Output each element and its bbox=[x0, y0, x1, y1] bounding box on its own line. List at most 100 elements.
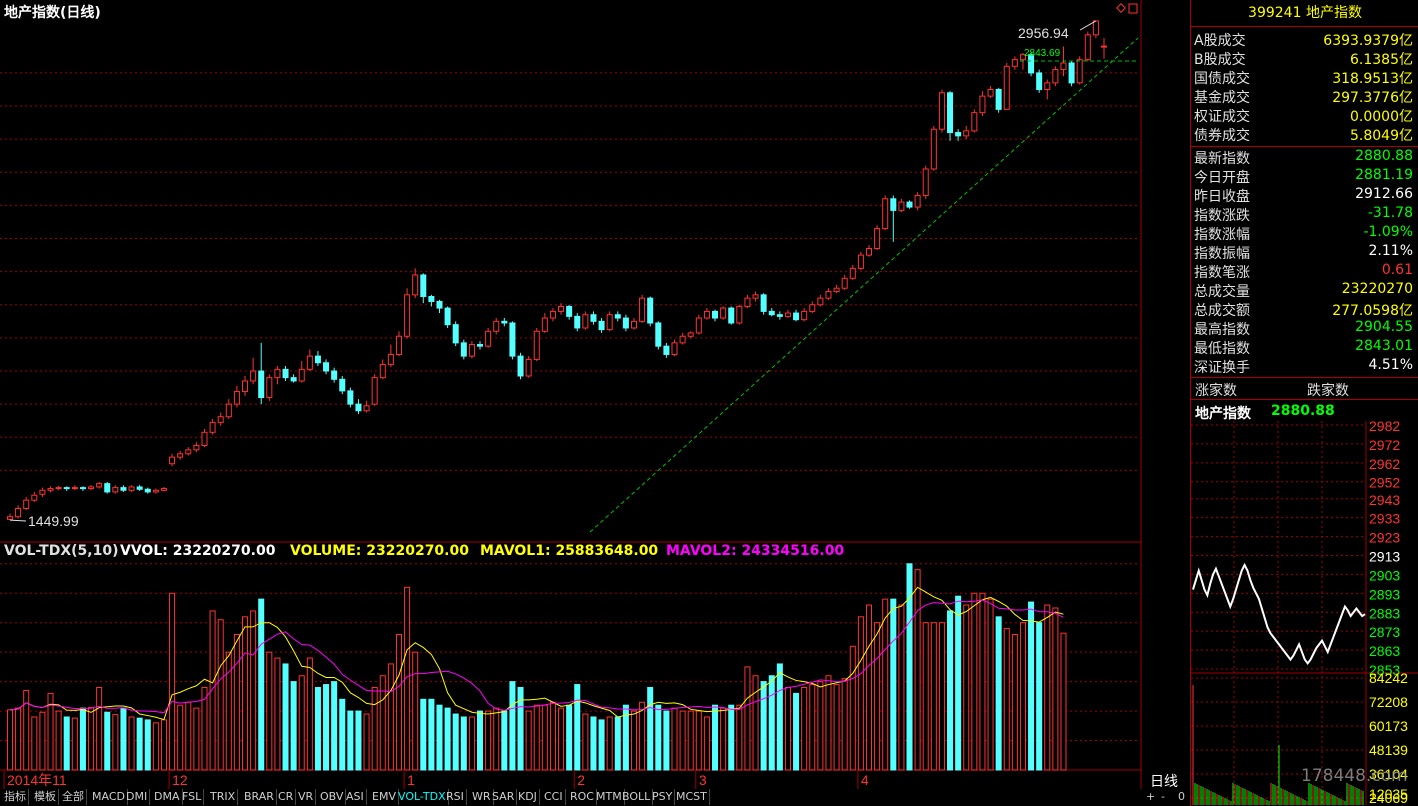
tab-cci[interactable]: CCI bbox=[542, 789, 566, 805]
candle-up bbox=[938, 92, 945, 130]
tab-dma[interactable]: DMA bbox=[152, 789, 183, 805]
volume-bar bbox=[793, 692, 800, 771]
candle-down bbox=[314, 355, 321, 364]
month-label: 4 bbox=[861, 772, 869, 788]
intraday-price-tick: 2952 bbox=[1369, 475, 1400, 491]
tab-vol-tdx[interactable]: VOL-TDX bbox=[396, 789, 449, 805]
candle-up bbox=[306, 355, 313, 370]
tab-obv[interactable]: OBV bbox=[318, 789, 347, 805]
candle-up bbox=[784, 312, 791, 317]
volume-bar bbox=[614, 716, 621, 771]
volume-bar bbox=[144, 719, 151, 771]
volume-bar bbox=[566, 704, 573, 771]
tab-asi[interactable]: ASI bbox=[344, 789, 367, 805]
stat-value: 2.11% bbox=[1368, 243, 1413, 259]
tab-fsl[interactable]: FSL bbox=[180, 789, 205, 805]
zoom-in-button[interactable]: + bbox=[1146, 790, 1156, 803]
candle-up bbox=[865, 247, 873, 256]
tab-trix[interactable]: TRIX bbox=[208, 789, 239, 805]
volume-bar bbox=[460, 716, 467, 771]
tab-mcst[interactable]: MCST bbox=[674, 789, 710, 805]
volume-bar bbox=[671, 707, 678, 771]
kline-chart[interactable]: 2800270026002500240023002200210020001900… bbox=[0, 0, 1142, 806]
candle-up bbox=[606, 314, 613, 331]
volume-bar bbox=[598, 719, 605, 771]
candle-down bbox=[1068, 62, 1075, 84]
stat-label: 指数振幅 bbox=[1194, 246, 1250, 262]
tab-mtm[interactable]: MTM bbox=[594, 789, 625, 805]
candle-up bbox=[687, 332, 694, 337]
volume-bar bbox=[233, 633, 240, 771]
candle-up bbox=[96, 483, 103, 488]
intraday-price-tick: 2873 bbox=[1369, 624, 1400, 640]
tab-dmi[interactable]: DMI bbox=[124, 789, 151, 805]
candle-up bbox=[412, 274, 419, 296]
zoom-reset-button[interactable]: 0 bbox=[1178, 790, 1185, 803]
candle-up bbox=[963, 130, 970, 137]
intraday-price-tick: 2933 bbox=[1369, 511, 1400, 527]
tab-wr[interactable]: WR bbox=[470, 789, 494, 805]
candle-up bbox=[217, 416, 224, 423]
volume-bar bbox=[784, 687, 791, 771]
turnover-value: 6.1385亿 bbox=[1350, 52, 1413, 68]
volume-bar bbox=[874, 622, 881, 771]
candle-up bbox=[720, 307, 727, 319]
trend-line bbox=[589, 37, 1139, 533]
candle-down bbox=[452, 324, 459, 344]
zoom-out-button[interactable]: - bbox=[1161, 790, 1165, 803]
candle-up bbox=[882, 198, 889, 230]
volume-bar bbox=[987, 598, 994, 771]
turnover-row: A股成交 6393.9379亿 bbox=[1191, 30, 1417, 49]
tab-roc[interactable]: ROC bbox=[568, 789, 597, 805]
volume-bar bbox=[1003, 628, 1010, 771]
volume-bar bbox=[865, 604, 873, 771]
intraday-price-tick: 2903 bbox=[1369, 567, 1400, 583]
period-label[interactable]: 日线 bbox=[1150, 774, 1178, 790]
volume-bar bbox=[274, 657, 281, 771]
candle-up bbox=[88, 486, 95, 490]
candle-up bbox=[233, 391, 240, 405]
tab-macd[interactable]: MACD bbox=[90, 789, 128, 805]
candle-up bbox=[185, 449, 192, 455]
tab-sar[interactable]: SAR bbox=[490, 789, 518, 805]
tab-boll[interactable]: BOLL bbox=[620, 789, 654, 805]
candle-down bbox=[890, 198, 897, 211]
intraday-price-tick: 2893 bbox=[1369, 586, 1400, 602]
tab-rsi[interactable]: RSI bbox=[444, 789, 467, 805]
stat-value: 2843.01 bbox=[1355, 338, 1413, 354]
volume-bar bbox=[995, 616, 1002, 771]
volume-bar bbox=[112, 714, 119, 771]
indicator-tab-bar[interactable]: 指标 模板 全部 MACD DMI DMA FSL TRIX BRAR CR VR OBV ASI EMV… bbox=[0, 789, 1142, 806]
volume-bar bbox=[1028, 601, 1035, 771]
kline-chart-area[interactable]: 2800270026002500240023002200210020001900… bbox=[0, 0, 1178, 806]
tab-vr[interactable]: VR bbox=[296, 789, 317, 805]
candle-up bbox=[241, 380, 249, 393]
tab-指标[interactable]: 指标 bbox=[2, 789, 29, 805]
volume-bar bbox=[622, 704, 629, 771]
intraday-vol-tick: 72208 bbox=[1369, 694, 1408, 710]
tab-brar[interactable]: BRAR bbox=[242, 789, 277, 805]
intraday-value: 2880.88 bbox=[1271, 403, 1335, 419]
tab-全部[interactable]: 全部 bbox=[60, 789, 87, 805]
volume-bar bbox=[558, 707, 565, 771]
volume-bar bbox=[841, 678, 848, 771]
volume-bar bbox=[679, 710, 686, 771]
tab-模板[interactable]: 模板 bbox=[32, 789, 59, 805]
volume-bar bbox=[468, 716, 475, 771]
candle-up bbox=[558, 305, 565, 312]
candle-down bbox=[428, 295, 435, 302]
candle-up bbox=[849, 267, 856, 279]
candle-up bbox=[549, 310, 556, 319]
volume-bar bbox=[55, 710, 62, 771]
candle-up bbox=[922, 168, 929, 196]
tab-psy[interactable]: PSY bbox=[650, 789, 676, 805]
volume-bar bbox=[266, 651, 273, 771]
tab-cr[interactable]: CR bbox=[276, 789, 297, 805]
watermark: 178448.com bbox=[1301, 766, 1408, 786]
stat-label: 最高指数 bbox=[1194, 322, 1250, 338]
tab-kdj[interactable]: KDJ bbox=[516, 789, 540, 805]
candle-up bbox=[1084, 34, 1091, 61]
volume-bar bbox=[720, 707, 727, 771]
tab-emv[interactable]: EMV bbox=[370, 789, 399, 805]
